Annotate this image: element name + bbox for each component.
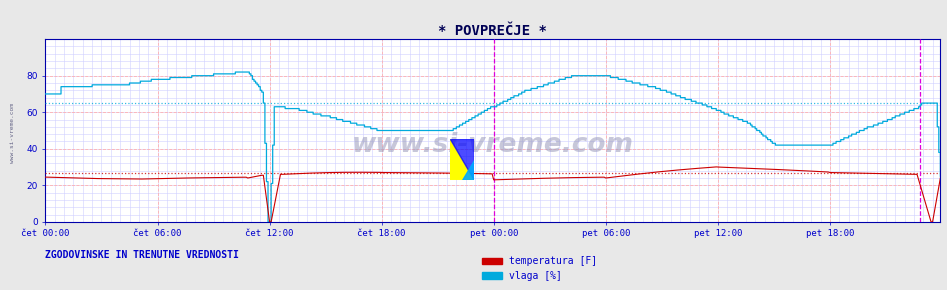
Text: www.si-vreme.com: www.si-vreme.com xyxy=(9,104,15,163)
Title: * POVPREČJE *: * POVPREČJE * xyxy=(438,24,547,38)
Text: ZGODOVINSKE IN TRENUTNE VREDNOSTI: ZGODOVINSKE IN TRENUTNE VREDNOSTI xyxy=(45,250,240,260)
Polygon shape xyxy=(462,160,474,180)
Legend: temperatura [F], vlaga [%]: temperatura [F], vlaga [%] xyxy=(478,253,601,285)
Polygon shape xyxy=(450,139,474,180)
Polygon shape xyxy=(450,139,474,180)
Text: www.si-vreme.com: www.si-vreme.com xyxy=(352,132,634,158)
